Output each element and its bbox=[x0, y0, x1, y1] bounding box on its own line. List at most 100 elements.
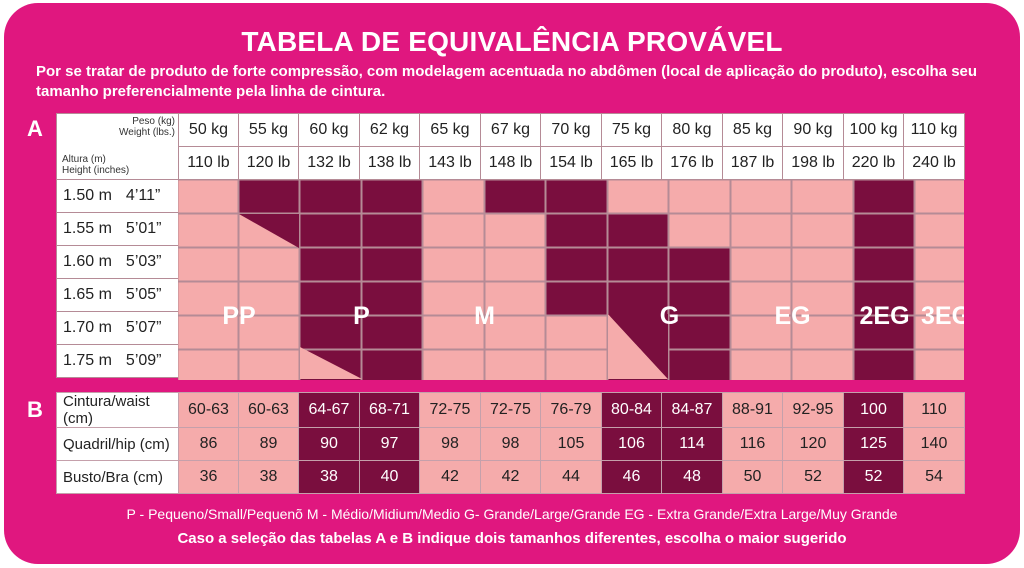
height-ft: 5’05” bbox=[125, 286, 162, 303]
weight-kg-header: 60 kg bbox=[298, 113, 360, 147]
size-cell bbox=[238, 247, 300, 282]
height-m: 1.65 m bbox=[63, 286, 112, 303]
measure-value: 100 bbox=[843, 392, 904, 428]
measure-value: 90 bbox=[298, 427, 360, 461]
size-cell bbox=[178, 315, 239, 350]
size-cell bbox=[853, 315, 915, 350]
weight-lb-header: 143 lb bbox=[419, 146, 481, 180]
size-boundary-triangle bbox=[300, 347, 362, 379]
size-cell bbox=[730, 180, 792, 214]
measure-value: 38 bbox=[298, 460, 360, 494]
measure-value: 89 bbox=[238, 427, 299, 461]
size-cell bbox=[853, 281, 915, 316]
size-cell bbox=[178, 281, 239, 316]
height-m: 1.50 m bbox=[63, 187, 112, 204]
measure-value: 98 bbox=[480, 427, 541, 461]
size-cell bbox=[484, 349, 546, 380]
size-cell bbox=[914, 247, 964, 282]
size-cell bbox=[730, 315, 792, 350]
weight-lb-header: 138 lb bbox=[359, 146, 420, 180]
measure-value: 60-63 bbox=[238, 392, 299, 428]
size-cell bbox=[178, 349, 239, 380]
measure-value: 52 bbox=[782, 460, 844, 494]
measure-value: 72-75 bbox=[480, 392, 541, 428]
size-legend: P - Pequeno/Small/Pequenõ M - Médio/Midi… bbox=[126, 506, 898, 522]
size-cell bbox=[299, 213, 362, 248]
size-table-a: Peso (kg) Weight (lbs.) Altura (m) Height (… bbox=[56, 113, 965, 378]
size-cell bbox=[668, 349, 731, 380]
weight-kg-header: 110 kg bbox=[903, 113, 965, 147]
measure-value: 116 bbox=[722, 427, 783, 461]
measure-value: 48 bbox=[661, 460, 723, 494]
measure-value: 105 bbox=[540, 427, 602, 461]
size-cell bbox=[422, 247, 485, 282]
measure-value: 92-95 bbox=[782, 392, 844, 428]
measure-value: 52 bbox=[843, 460, 904, 494]
measure-value: 46 bbox=[601, 460, 662, 494]
weight-kg-header: 65 kg bbox=[419, 113, 481, 147]
measure-value: 140 bbox=[903, 427, 965, 461]
measure-value: 84-87 bbox=[661, 392, 723, 428]
measure-value: 54 bbox=[903, 460, 965, 494]
weight-kg-header: 90 kg bbox=[782, 113, 844, 147]
size-cell bbox=[791, 315, 854, 350]
size-cell bbox=[853, 349, 915, 380]
height-m-label: Altura (m) bbox=[62, 154, 106, 165]
size-cell bbox=[730, 349, 792, 380]
size-cell bbox=[730, 213, 792, 248]
weight-lb-header: 110 lb bbox=[178, 146, 239, 180]
measure-value: 97 bbox=[359, 427, 420, 461]
size-cell bbox=[914, 180, 964, 214]
weight-lb-header: 187 lb bbox=[722, 146, 783, 180]
height-row-label: 1.60 m 5’03” bbox=[56, 245, 179, 279]
measure-value: 80-84 bbox=[601, 392, 662, 428]
size-boundary-triangle bbox=[239, 214, 299, 248]
size-cell bbox=[668, 213, 731, 248]
size-cell bbox=[361, 247, 423, 282]
page-title: TABELA DE EQUIVALÊNCIA PROVÁVEL bbox=[241, 26, 783, 57]
weight-kg-label: Peso (kg) bbox=[132, 116, 175, 127]
size-cell bbox=[914, 315, 964, 350]
size-cell bbox=[299, 180, 362, 214]
height-row-label: 1.75 m 5’09” bbox=[56, 344, 179, 378]
size-cell bbox=[238, 281, 300, 316]
size-cell bbox=[238, 315, 300, 350]
size-cell bbox=[668, 315, 731, 350]
weight-lb-header: 165 lb bbox=[601, 146, 662, 180]
size-cell bbox=[484, 213, 546, 248]
height-m: 1.55 m bbox=[63, 220, 112, 237]
weight-kg-header: 75 kg bbox=[601, 113, 662, 147]
measure-value: 114 bbox=[661, 427, 723, 461]
weight-kg-header: 55 kg bbox=[238, 113, 299, 147]
measure-value: 106 bbox=[601, 427, 662, 461]
size-cell bbox=[791, 349, 854, 380]
size-cell bbox=[914, 349, 964, 380]
size-cell bbox=[791, 213, 854, 248]
weight-lb-header: 120 lb bbox=[238, 146, 299, 180]
measure-value: 50 bbox=[722, 460, 783, 494]
measure-row-label: Busto/Bra (cm) bbox=[56, 460, 179, 494]
height-in-label: Height (inches) bbox=[62, 165, 130, 176]
weight-lb-header: 198 lb bbox=[782, 146, 844, 180]
height-m: 1.60 m bbox=[63, 253, 112, 270]
section-b-label: B bbox=[27, 397, 43, 422]
size-cell bbox=[668, 247, 731, 282]
size-cell bbox=[178, 180, 239, 214]
size-table-b: Cintura/waist (cm) 60-63 60-63 64-67 68-71 72… bbox=[56, 392, 965, 494]
height-m: 1.70 m bbox=[63, 319, 112, 336]
size-cell bbox=[607, 213, 669, 248]
size-cell bbox=[299, 247, 362, 282]
measure-value: 72-75 bbox=[419, 392, 481, 428]
size-cell bbox=[545, 281, 608, 316]
height-row-label: 1.50 m 4’11” bbox=[56, 179, 179, 213]
weight-lb-header: 132 lb bbox=[298, 146, 360, 180]
size-label: PP bbox=[222, 302, 255, 330]
size-cell bbox=[422, 213, 485, 248]
size-label: EG bbox=[774, 302, 810, 330]
measure-value: 44 bbox=[540, 460, 602, 494]
weight-kg-header: 70 kg bbox=[540, 113, 602, 147]
size-cell bbox=[361, 315, 423, 350]
size-label: M bbox=[474, 302, 495, 330]
height-ft: 5’09” bbox=[125, 352, 162, 369]
size-cell bbox=[361, 180, 423, 214]
